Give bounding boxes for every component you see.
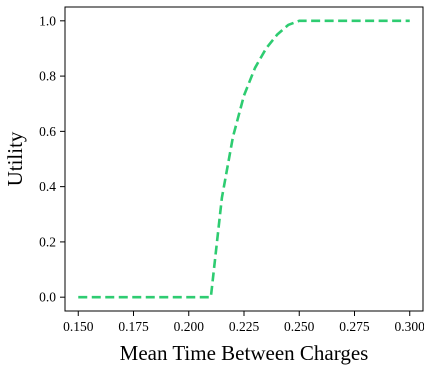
- x-tick-label: 0.175: [118, 319, 149, 334]
- y-tick-label: 0.6: [39, 124, 56, 139]
- y-axis-title: Utility: [3, 131, 27, 186]
- x-tick-label: 0.200: [174, 319, 205, 334]
- plot-layer: [78, 19, 410, 299]
- y-tick-label: 1.0: [39, 13, 56, 28]
- x-tick-label: 0.300: [395, 319, 424, 334]
- y-tick-label: 0.2: [39, 234, 56, 249]
- series-line-0: [78, 19, 410, 299]
- x-tick-label: 0.275: [339, 319, 370, 334]
- y-axis-ticks: 0.0 0.2 0.4 0.6 0.8 1.0: [39, 13, 65, 305]
- x-tick-label: 0.250: [284, 319, 315, 334]
- y-tick-label: 0.4: [39, 179, 56, 194]
- x-tick-label: 0.150: [63, 319, 94, 334]
- x-axis-title: Mean Time Between Charges: [120, 341, 369, 365]
- x-tick-label: 0.225: [229, 319, 260, 334]
- x-axis-ticks: 0.150 0.175 0.200 0.225 0.250 0.275 0.300: [63, 311, 424, 334]
- y-tick-label: 0.8: [39, 69, 56, 84]
- y-tick-label: 0.0: [39, 290, 56, 305]
